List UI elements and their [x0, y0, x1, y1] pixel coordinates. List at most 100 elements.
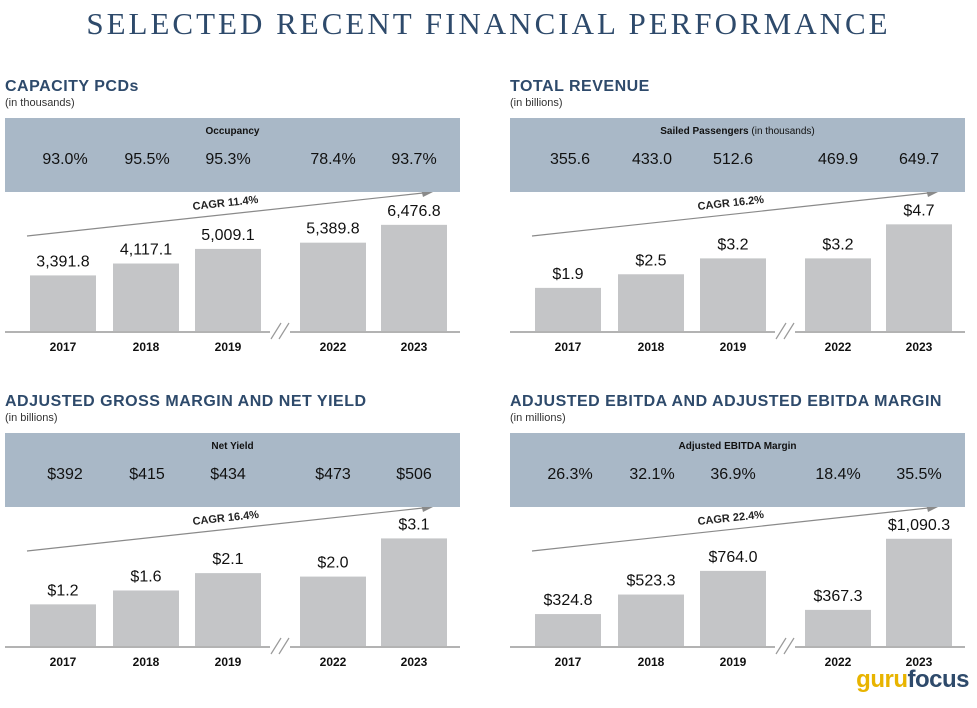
bar-value-label: $764.0	[709, 549, 758, 566]
bar	[381, 538, 447, 646]
bar-value-label: $3.1	[398, 516, 429, 533]
bar-value-label: $367.3	[814, 588, 863, 605]
band-value: $473	[315, 466, 351, 483]
bar	[113, 263, 179, 331]
band-value: 18.4%	[815, 466, 861, 483]
year-tick-label: 2017	[555, 340, 582, 354]
bar-value-label: $1.9	[552, 266, 583, 283]
band-value: 32.1%	[629, 466, 675, 483]
metric-band: Net Yield $392 $415 $434 $473 $506	[5, 433, 460, 507]
bar-value-label: $4.7	[903, 202, 934, 219]
axis-break-mark	[783, 637, 795, 655]
band-value: 26.3%	[547, 466, 593, 483]
year-tick-label: 2022	[825, 340, 852, 354]
bar	[535, 614, 601, 646]
bar-value-label: 5,389.8	[306, 221, 359, 238]
band-value: 433.0	[631, 151, 673, 168]
total-revenue-panel: TOTAL REVENUE (in billions) Sailed Passe…	[510, 78, 965, 358]
band-value: $506	[396, 466, 432, 483]
bar	[195, 248, 261, 331]
bar-value-label: $1.6	[130, 568, 161, 585]
cagr-arrowhead	[421, 192, 433, 197]
gurufocus-watermark-logo: gurufocus	[856, 666, 969, 693]
band-value: 95.5%	[124, 151, 170, 168]
metric-band: Sailed Passengers (in thousands) 355.6 4…	[510, 118, 965, 192]
adjusted-ebitda-panel: ADJUSTED EBITDA AND ADJUSTED EBITDA MARG…	[510, 393, 965, 673]
panel-subtitle: (in billions)	[5, 412, 58, 424]
year-tick-label: 2019	[215, 655, 242, 669]
cagr-arrow-line	[26, 192, 424, 237]
adjusted-gross-margin-panel: ADJUSTED GROSS MARGIN AND NET YIELD (in …	[5, 393, 460, 673]
band-value: 649.7	[898, 151, 940, 168]
bar-value-label: $1.2	[47, 582, 78, 599]
year-tick-label: 2018	[638, 655, 665, 669]
band-value: $434	[210, 466, 246, 483]
metric-band: Occupancy 93.0% 95.5% 95.3% 78.4% 93.7%	[5, 118, 460, 192]
year-tick-label: 2022	[825, 655, 852, 669]
band-value: 93.7%	[391, 151, 437, 168]
cagr-label: CAGR 16.2%	[697, 194, 765, 213]
bar-value-label: $324.8	[544, 592, 593, 609]
year-tick-label: 2022	[320, 340, 347, 354]
band-value: $392	[47, 466, 83, 483]
bar-value-label: $3.2	[717, 236, 748, 253]
axis-break-mark	[270, 637, 282, 655]
bar-value-label: 3,391.8	[36, 253, 89, 270]
band-value: 512.6	[712, 151, 754, 168]
axis-break-mark	[783, 322, 795, 340]
band-title: Net Yield	[211, 441, 254, 452]
year-tick-label: 2019	[215, 340, 242, 354]
year-tick-label: 2023	[906, 340, 933, 354]
cagr-label: CAGR 11.4%	[192, 194, 259, 213]
axis-break-gap	[270, 323, 290, 339]
axis-break-mark	[775, 637, 787, 655]
bar	[700, 570, 766, 646]
bar	[381, 224, 447, 331]
year-tick-label: 2023	[401, 340, 428, 354]
band-value: 469.9	[817, 151, 859, 168]
year-tick-label: 2018	[638, 340, 665, 354]
axis-break-gap	[775, 323, 795, 339]
panel-subtitle: (in millions)	[510, 412, 566, 424]
bar-value-label: $2.1	[212, 551, 243, 568]
bar-value-label: 4,117.1	[120, 242, 172, 259]
metric-band: Adjusted EBITDA Margin 26.3% 32.1% 36.9%…	[510, 433, 965, 507]
panel-subtitle: (in billions)	[510, 97, 563, 109]
year-tick-label: 2017	[50, 340, 77, 354]
band-value: 36.9%	[710, 466, 756, 483]
band-value: 95.3%	[205, 151, 251, 168]
bar	[30, 604, 96, 646]
bar-chart: CAGR 16.4% $1.2 2017 $1.6 2018 $2.1 2019 $2.0 20…	[5, 507, 460, 669]
axis-break-mark	[278, 637, 290, 655]
year-tick-label: 2017	[50, 655, 77, 669]
year-tick-label: 2023	[906, 655, 933, 669]
year-tick-label: 2018	[133, 655, 160, 669]
band-value: 35.5%	[896, 466, 942, 483]
panel-subtitle: (in thousands)	[5, 97, 75, 109]
bar	[700, 258, 766, 331]
panel-title: TOTAL REVENUE	[510, 78, 650, 95]
band-value: 355.6	[549, 151, 591, 168]
axis-break-mark	[278, 322, 290, 340]
year-tick-label: 2019	[720, 655, 747, 669]
cagr-arrow-line	[531, 192, 929, 237]
bar-chart: CAGR 22.4% $324.8 2017 $523.3 2018 $764.0 2019…	[510, 507, 965, 669]
year-tick-label: 2018	[133, 340, 160, 354]
bar	[113, 590, 179, 646]
capacity-pcds-panel: CAPACITY PCDs (in thousands) Occupancy 9…	[5, 78, 460, 358]
band-title: Adjusted EBITDA Margin	[678, 441, 797, 452]
bar-chart: CAGR 16.2% $1.9 2017 $2.5 2018 $3.2 2019 $3.2 20…	[510, 192, 965, 354]
cagr-arrowhead	[421, 507, 433, 512]
year-tick-label: 2017	[555, 655, 582, 669]
cagr-label: CAGR 16.4%	[192, 509, 260, 528]
band-title: Sailed Passengers (in thousands)	[660, 126, 815, 137]
bar	[886, 224, 952, 331]
bar-value-label: 5,009.1	[201, 227, 254, 244]
bar	[195, 573, 261, 646]
bar	[805, 609, 871, 646]
bar	[535, 287, 601, 331]
bar	[618, 274, 684, 331]
panel-title: ADJUSTED GROSS MARGIN AND NET YIELD	[5, 393, 367, 410]
bar	[886, 538, 952, 646]
bar	[805, 258, 871, 331]
